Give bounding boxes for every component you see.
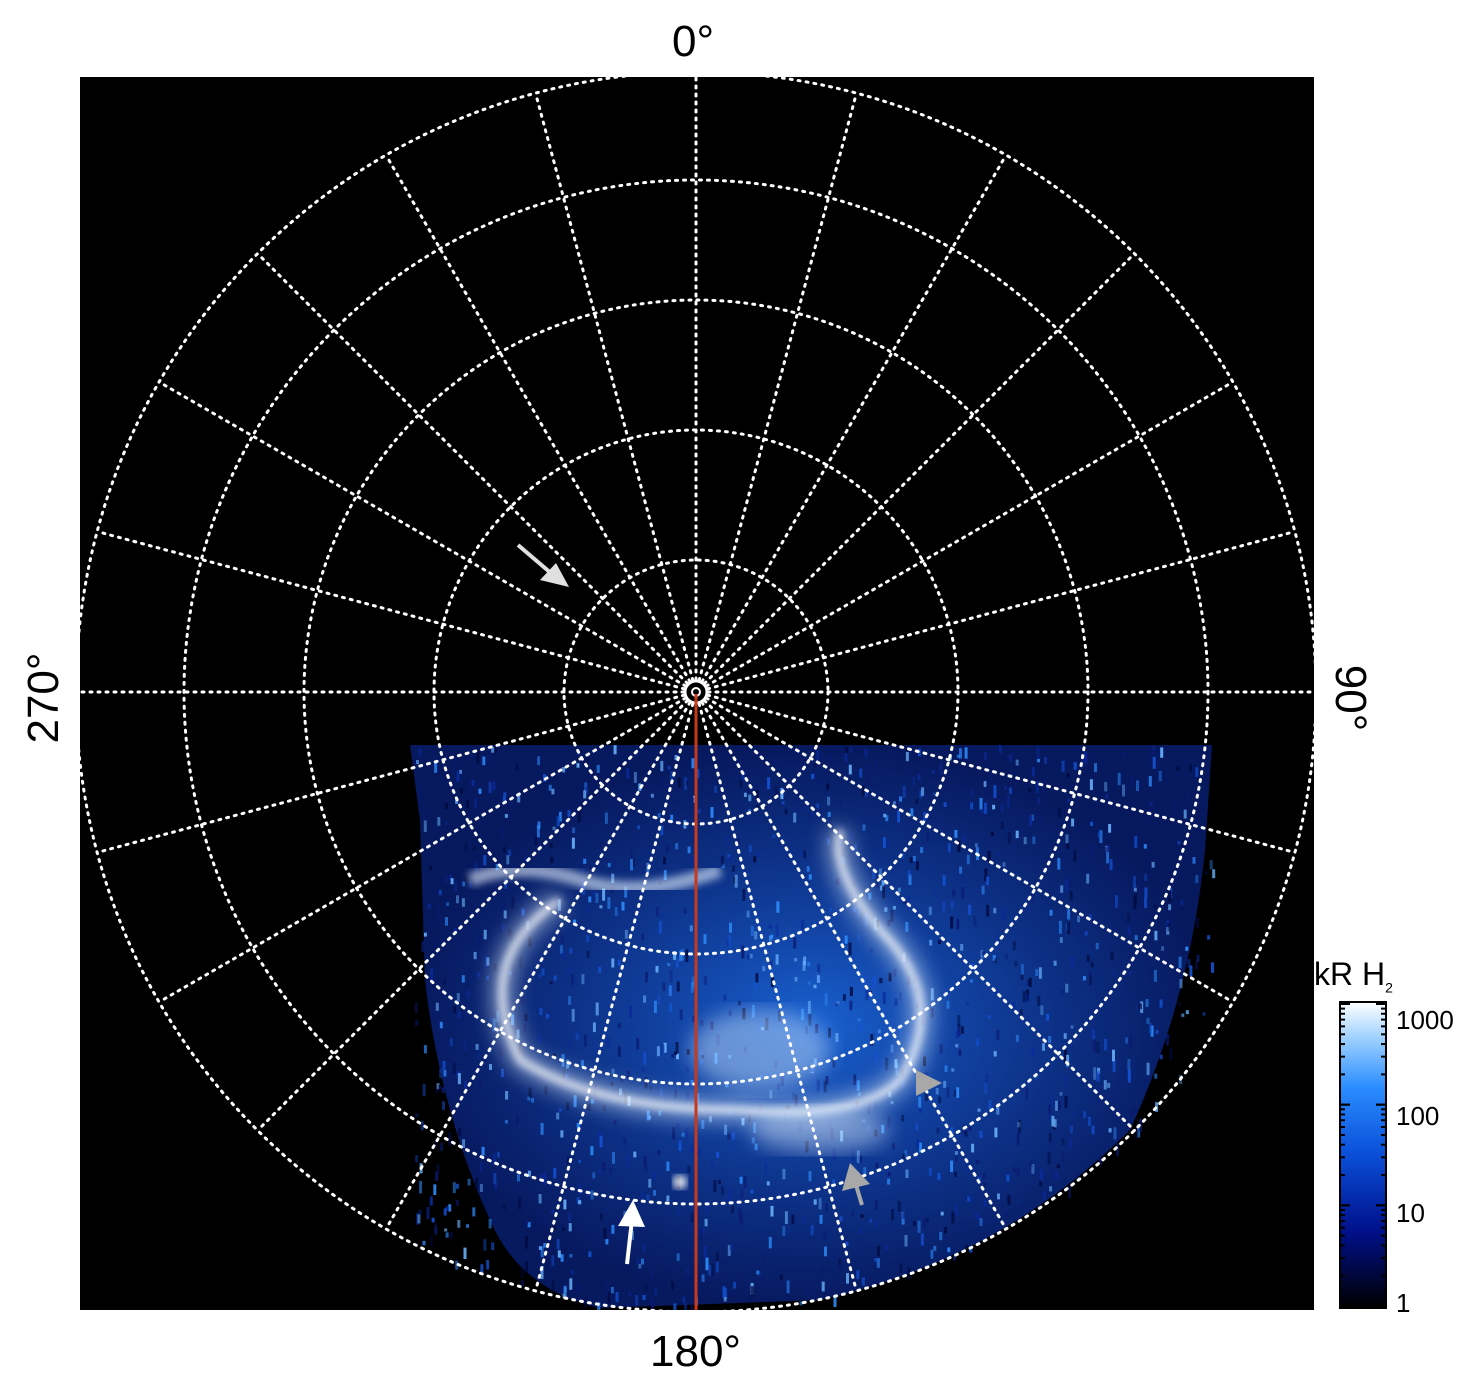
grid-meridian (702, 252, 1136, 686)
grid-meridian (95, 530, 686, 691)
grid-circle (182, 178, 1210, 1206)
grid-meridian (157, 380, 688, 688)
grid-meridian (697, 91, 858, 682)
grid-meridian (534, 702, 695, 1293)
grid-meridian (704, 380, 1235, 688)
grid-meridian (700, 153, 1008, 684)
colorbar-ticks (1340, 1003, 1386, 1307)
upper-left-arrow (516, 543, 569, 587)
longitude-label-left: 270° (19, 652, 68, 744)
grid-meridian (700, 700, 1008, 1231)
colorbar-unit: kR H (1314, 956, 1386, 992)
grid-meridian (256, 252, 690, 686)
right-arrow (916, 1070, 942, 1096)
lower-left-arrow (618, 1200, 645, 1265)
grid-meridian (384, 153, 692, 684)
colorbar-tick-label: 10 (1396, 1198, 1425, 1228)
longitude-label-top: 0° (672, 17, 715, 66)
lower-right-arrow (842, 1163, 870, 1206)
grid-meridian (256, 698, 690, 1132)
colorbar-tick-label: 1000 (1396, 1005, 1454, 1035)
longitude-label-bottom: 180° (650, 1327, 742, 1376)
grid-meridian (697, 702, 858, 1293)
grid-meridian (702, 698, 1136, 1132)
colorbar-tick-label: 1 (1396, 1288, 1411, 1318)
colorbar-tick-label: 100 (1396, 1101, 1440, 1131)
grid-meridian (95, 693, 686, 854)
grid-meridian (706, 530, 1297, 691)
longitude-label-right: 90° (1326, 664, 1375, 732)
grid-meridian (706, 693, 1297, 854)
colorbar-title: kR H2 (1314, 956, 1393, 995)
grid-meridian (704, 696, 1235, 1004)
colorbar (1339, 1001, 1387, 1309)
grid-meridian (384, 700, 692, 1231)
grid-meridian (534, 91, 695, 682)
grid-meridian (157, 696, 688, 1004)
colorbar-unit-subscript: 2 (1385, 979, 1393, 996)
